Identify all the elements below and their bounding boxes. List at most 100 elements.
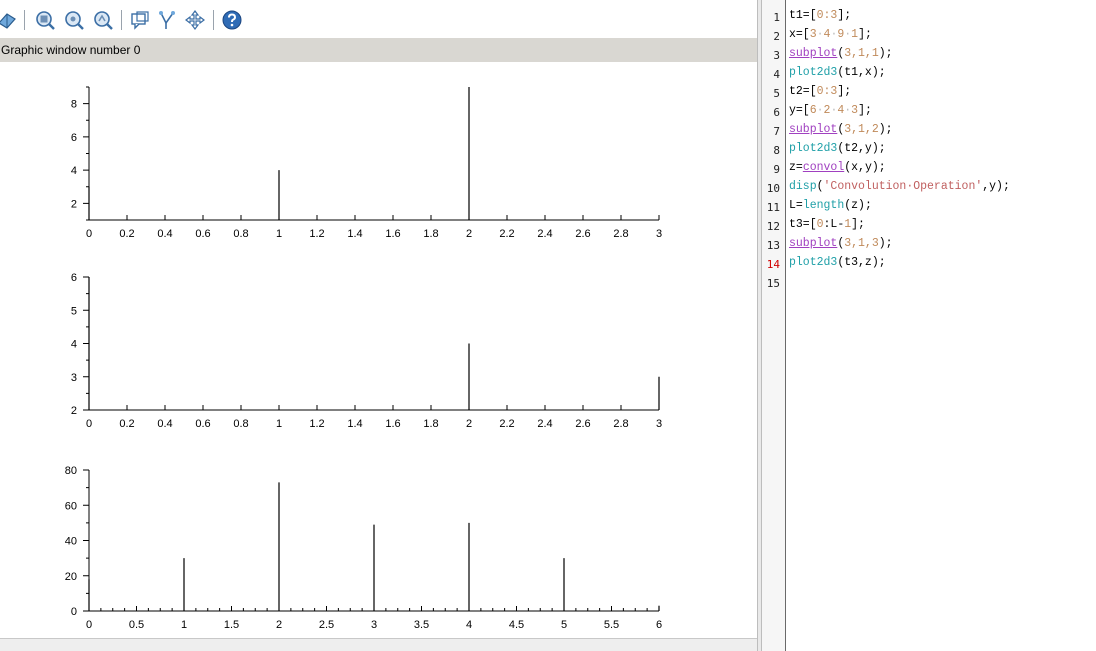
code-token: 4 [837,104,845,117]
y-tick-label: 4 [71,165,77,177]
line-number: 14 [766,258,780,271]
x-tick-label: 4.5 [509,619,524,631]
code-line[interactable]: t1=[0:3]; [789,6,851,25]
code-line[interactable]: subplot(3,1,2); [789,120,893,139]
x-tick-label: 2.6 [575,228,590,240]
code-token: L= [789,199,803,212]
y-tick-label: 6 [71,132,77,144]
x-tick-label: 2.6 [575,418,590,430]
code-line[interactable]: disp('Convolution·Operation',y); [789,177,1010,196]
rotate-icon[interactable] [0,9,18,31]
pane-splitter[interactable] [757,0,762,651]
code-line[interactable]: t3=[0:L-1]; [789,215,865,234]
y-tick-label: 6 [71,272,77,284]
toolbar-separator [213,10,214,30]
code-token: 3 [851,104,859,117]
x-tick-label: 0.2 [119,228,134,240]
pan-icon[interactable] [184,9,206,31]
code-token: subplot [789,123,838,136]
code-token: ]; [837,85,852,98]
code-token: (x,y); [844,161,886,174]
x-tick-label: 4 [466,619,472,631]
code-token: plot2d3 [789,142,838,155]
x-tick-label: 0 [86,228,92,240]
code-token: · [830,28,838,41]
zoom-out-icon[interactable] [63,9,85,31]
code-token: ]; [858,104,872,117]
x-tick-label: 1.4 [347,418,362,430]
x-tick-label: 0.4 [157,228,172,240]
toolbar-separator [121,10,122,30]
line-number-gutter: 1 2 3 4 5 6 7 8 9 10 11 12 13 14 15 [762,0,786,651]
x-tick-label: 2.8 [613,228,628,240]
code-line[interactable]: y=[6·2·4·3]; [789,101,872,120]
x-tick-label: 0 [86,619,92,631]
code-token: · [816,104,824,117]
x-tick-label: 2 [466,228,472,240]
line-number: 5 [773,87,780,100]
line-number: 7 [773,125,780,138]
code-line[interactable]: t2=[0:3]; [789,82,851,101]
x-tick-label: 1.2 [309,418,324,430]
code-token: (z); [844,199,872,212]
x-tick-label: 1.8 [423,228,438,240]
y-tick-label: 60 [65,500,77,512]
code-token: z= [789,161,803,174]
line-number: 1 [773,11,780,24]
code-token: 6 [809,104,817,117]
x-tick-label: 0.6 [195,228,210,240]
y-tick-label: 2 [71,405,77,417]
code-token: 1 [844,218,852,231]
code-token: plot2d3 [789,66,838,79]
code-token: :L- [823,218,845,231]
x-tick-label: 5.5 [604,619,619,631]
code-token: ,y); [982,180,1010,193]
graph-edit-icon[interactable] [157,9,179,31]
code-token: 3,1,2 [844,123,879,136]
x-tick-label: 6 [656,619,662,631]
code-token: 3,1,3 [844,237,879,250]
zoom-reset-icon[interactable] [92,9,114,31]
x-tick-label: 0.8 [233,418,248,430]
line-number: 6 [773,106,780,119]
y-tick-label: 40 [65,536,77,548]
y-tick-label: 8 [71,99,77,111]
x-tick-label: 1.2 [309,228,324,240]
y-tick-label: 5 [71,305,77,317]
code-token: subplot [789,237,838,250]
x-tick-label: 3 [656,228,662,240]
x-tick-label: 2 [276,619,282,631]
line-number: 13 [766,239,780,252]
x-tick-label: 2.5 [319,619,334,631]
code-token: 'Convolution·Operation' [823,180,983,193]
code-token: 9 [837,28,845,41]
help-icon[interactable] [221,9,243,31]
code-line[interactable]: x=[3·4·9·1]; [789,25,872,44]
x-tick-label: 3.5 [414,619,429,631]
code-token: ( [837,237,845,250]
code-line[interactable]: L=length(z); [789,196,872,215]
code-token: · [830,104,838,117]
code-token: disp [789,180,817,193]
scinotes-editor[interactable]: 1 2 3 4 5 6 7 8 9 10 11 12 13 14 15 t1=[0:3]; x=[3·4·9·… [762,0,1096,651]
code-line[interactable]: plot2d3(t2,y); [789,139,886,158]
x-tick-label: 2.2 [499,418,514,430]
code-line[interactable]: plot2d3(t1,x); [789,63,886,82]
graphic-window-title: Graphic window number 0 [0,38,757,62]
code-token: ]; [837,9,852,22]
code-token: convol [802,161,845,174]
code-token: ]; [851,218,865,231]
code-token: · [816,28,824,41]
datatip-icon[interactable] [129,9,151,31]
y-tick-label: 20 [65,571,77,583]
zoom-in-icon[interactable] [34,9,56,31]
code-token: plot2d3 [789,256,838,269]
code-line[interactable]: subplot(3,1,3); [789,234,893,253]
code-line[interactable]: subplot(3,1,1); [789,44,893,63]
code-line[interactable]: z=convol(x,y); [789,158,886,177]
y-tick-label: 0 [71,606,77,618]
line-number: 8 [773,144,780,157]
code-token: ); [878,47,893,60]
code-line[interactable]: plot2d3(t3,z); [789,253,886,272]
x-tick-label: 0.4 [157,418,172,430]
